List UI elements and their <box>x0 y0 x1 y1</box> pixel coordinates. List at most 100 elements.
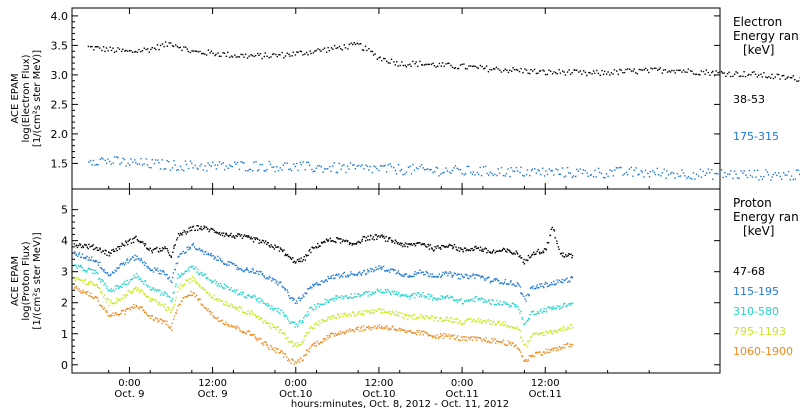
proton-series-795-1193-point <box>205 292 208 294</box>
proton-series-1060-1900-point <box>488 341 490 343</box>
proton-series-115-195-point <box>160 273 162 275</box>
electron-ytick-label: 2.5 <box>51 98 69 111</box>
proton-series-115-195-point <box>143 261 145 263</box>
proton-series-795-1193-point <box>448 320 450 322</box>
proton-series-795-1193-point <box>429 317 431 319</box>
proton-series-1060-1900-point <box>485 337 487 339</box>
electron-series-38-53-point <box>699 74 701 76</box>
proton-series-310-580-point <box>300 322 302 324</box>
proton-series-115-195-point <box>459 278 461 280</box>
proton-series-1060-1900-point <box>266 344 268 347</box>
proton-series-1060-1900-point <box>214 317 217 319</box>
proton-series-47-68-point <box>170 256 172 258</box>
proton-series-1060-1900-point <box>238 327 240 329</box>
proton-series-115-195-point <box>546 282 548 285</box>
electron-series-38-53-point <box>441 62 444 64</box>
electron-series-38-53-point <box>128 50 131 52</box>
proton-series-47-68-point <box>278 250 281 252</box>
proton-series-310-580-point <box>343 296 345 299</box>
proton-series-1060-1900-point <box>474 337 476 339</box>
proton-series-310-580-point <box>157 289 159 291</box>
proton-series-115-195-point <box>536 284 538 286</box>
electron-series-175-315-point <box>151 159 153 161</box>
electron-series-175-315-point <box>740 170 742 172</box>
proton-series-115-195-point <box>371 268 373 270</box>
electron-series-175-315-point <box>127 162 129 165</box>
proton-series-310-580-point <box>192 265 194 267</box>
proton-series-310-580-point <box>129 279 131 281</box>
proton-series-47-68-point <box>221 234 224 237</box>
proton-series-795-1193-point <box>271 323 274 326</box>
proton-series-115-195-point <box>126 258 129 260</box>
proton-series-1060-1900-point <box>368 327 370 330</box>
electron-series-175-315-point <box>293 163 295 165</box>
proton-series-795-1193-point <box>472 318 475 321</box>
proton-series-47-68-points <box>73 225 574 265</box>
proton-series-1060-1900-point <box>374 325 376 327</box>
electron-series-175-315-point <box>683 172 685 174</box>
electron-series-175-315-point <box>714 173 716 175</box>
xtick-label-time: 12:00 <box>198 378 227 389</box>
proton-series-115-195-point <box>103 268 105 271</box>
proton-series-115-195-point <box>410 275 413 278</box>
proton-series-310-580-point <box>199 272 202 274</box>
proton-series-115-195-point <box>159 269 162 272</box>
proton-series-795-1193-point <box>542 334 544 337</box>
proton-series-795-1193-point <box>189 278 192 280</box>
proton-series-795-1193-point <box>358 313 360 315</box>
proton-series-1060-1900-point <box>333 335 336 337</box>
proton-series-310-580-point <box>272 309 274 312</box>
proton-series-47-68-point <box>243 234 246 236</box>
electron-series-38-53-point <box>225 55 227 57</box>
proton-series-47-68-point <box>393 242 396 244</box>
proton-series-1060-1900-point <box>220 320 222 322</box>
electron-series-175-315-point <box>191 162 193 164</box>
proton-series-115-195-point <box>454 273 456 275</box>
proton-series-47-68-point <box>348 243 351 246</box>
proton-series-47-68-point <box>307 254 309 256</box>
proton-series-47-68-point <box>322 241 324 243</box>
proton-series-310-580-point <box>404 294 406 296</box>
proton-series-47-68-point <box>423 242 425 245</box>
proton-series-47-68-point <box>76 244 78 246</box>
proton-series-47-68-point <box>408 243 410 245</box>
proton-series-795-1193-point <box>565 328 568 331</box>
proton-series-47-68-point <box>546 242 549 244</box>
proton-series-47-68-point <box>84 243 86 246</box>
proton-series-115-195-point <box>403 275 405 278</box>
proton-series-115-195-point <box>471 274 473 277</box>
proton-series-47-68-point <box>161 247 164 249</box>
proton-series-115-195-point <box>198 247 201 250</box>
proton-series-1060-1900-point <box>121 310 123 312</box>
electron-series-175-315-point <box>525 173 528 176</box>
proton-series-47-68-point <box>448 244 450 247</box>
proton-series-115-195-point <box>130 258 132 260</box>
electron-series-175-315-point <box>770 179 772 181</box>
xtick-label-time: 12:00 <box>365 378 394 389</box>
proton-series-310-580-point <box>430 295 432 298</box>
proton-series-47-68-point <box>568 253 570 255</box>
proton-series-310-580-point <box>423 295 425 297</box>
electron-series-175-315-point <box>663 168 665 170</box>
electron-series-38-53-point <box>532 70 534 72</box>
proton-series-115-195-point <box>365 273 368 275</box>
proton-series-1060-1900-point <box>313 345 316 347</box>
electron-series-38-53-point <box>292 51 294 53</box>
proton-series-310-580-point <box>114 285 117 287</box>
proton-series-47-68-point <box>281 249 283 251</box>
electron-series-38-53-point <box>481 65 483 68</box>
proton-series-47-68-point <box>310 251 312 254</box>
proton-series-795-1193-points <box>74 275 574 348</box>
proton-series-47-68-point <box>420 244 422 246</box>
proton-series-47-68-point <box>468 249 470 251</box>
plot-frame <box>71 7 721 374</box>
proton-series-115-195-point <box>101 268 104 271</box>
proton-series-310-580-point <box>144 280 147 283</box>
proton-series-795-1193-point <box>404 313 406 316</box>
proton-series-47-68-point <box>443 245 445 248</box>
proton-series-1060-1900-point <box>234 325 236 328</box>
proton-series-47-68-point <box>375 234 377 236</box>
electron-series-38-53-point <box>153 47 156 49</box>
proton-series-47-68-point <box>300 257 302 259</box>
electron-series-38-53-point <box>230 55 233 57</box>
